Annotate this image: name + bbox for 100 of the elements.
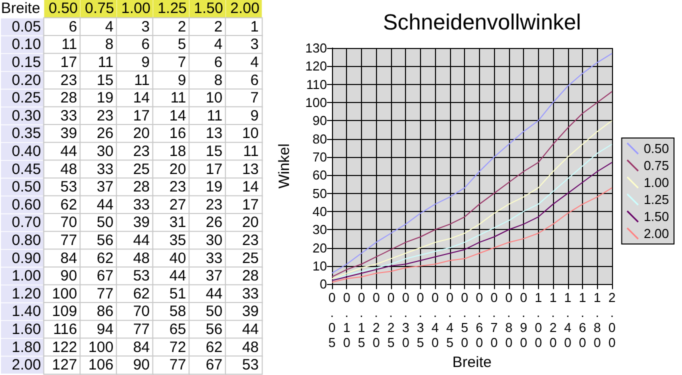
x-tick-label: 1.50: [194, 0, 224, 17]
data-label: 11: [134, 72, 150, 89]
data-label: 109: [52, 303, 78, 320]
y-tick-label: 0.05: [12, 18, 41, 36]
data-label: 122: [52, 338, 78, 356]
data-label: 3: [141, 18, 150, 36]
legend-label: 1.00: [644, 175, 670, 190]
x-tick-label: 1.80: [594, 290, 601, 350]
data-label: 28: [60, 90, 78, 107]
data-label: 44: [133, 232, 150, 249]
legend-label: 2.00: [644, 226, 670, 241]
data-label: 14: [169, 107, 186, 124]
y-tick-label: 110: [306, 76, 327, 92]
data-label: 33: [242, 285, 259, 302]
data-label: 4: [105, 18, 114, 36]
x-tick-label: 0.50: [48, 0, 78, 17]
data-label: 23: [96, 107, 114, 124]
data-label: 62: [133, 285, 150, 302]
data-label: 5: [178, 36, 186, 54]
data-label: 15: [96, 72, 114, 89]
data-label: 90: [133, 356, 150, 374]
y-tick-label: 130: [305, 40, 327, 56]
data-label: 56: [206, 321, 222, 338]
data-label: 106: [88, 356, 114, 374]
x-tick-label: 0.35: [416, 290, 424, 350]
x-tick-label: 2.00: [230, 0, 260, 17]
y-tick-label: 0.40: [12, 143, 41, 160]
data-label: 23: [206, 196, 222, 214]
data-label: 50: [206, 303, 222, 320]
data-label: 90: [60, 268, 78, 285]
data-label: 7: [178, 54, 186, 71]
data-label: 26: [206, 214, 222, 232]
data-label: 44: [169, 268, 186, 285]
x-tick-label: 1.40: [564, 290, 572, 350]
y-axis-title: Winkel: [276, 144, 293, 189]
data-label: 17: [133, 107, 150, 124]
data-label: 35: [169, 232, 186, 249]
data-label: 8: [214, 72, 222, 89]
data-label: 30: [206, 232, 222, 249]
data-label: 17: [242, 196, 259, 214]
data-label: 14: [242, 178, 259, 196]
x-axis-title: Breite: [452, 354, 492, 371]
data-label: 2: [178, 18, 186, 36]
data-label: 14: [133, 90, 150, 107]
data-label: 23: [133, 143, 150, 160]
data-label: 94: [96, 321, 114, 338]
data-label: 44: [242, 321, 259, 338]
data-label: 13: [206, 125, 222, 142]
data-label: 23: [169, 178, 186, 196]
data-label: 40: [169, 250, 186, 267]
y-tick-label: 0.20: [12, 72, 41, 89]
data-label: 70: [60, 214, 78, 232]
data-label: 20: [242, 214, 259, 232]
data-label: 70: [133, 303, 150, 320]
data-label: 27: [169, 196, 186, 214]
y-tick-label: 0.35: [12, 125, 41, 142]
y-tick-label: 10: [312, 258, 327, 274]
data-label: 58: [169, 303, 186, 320]
data-label: 20: [133, 125, 150, 142]
x-tick-label: 0.45: [446, 290, 454, 350]
y-tick-label: 1.00: [12, 268, 41, 285]
y-tick-label: 90: [312, 113, 327, 128]
data-label: 9: [178, 72, 186, 89]
y-tick-label: 0.15: [12, 54, 41, 71]
y-tick-label: 0.25: [12, 90, 41, 107]
data-label: 7: [250, 90, 259, 107]
data-label: 51: [169, 285, 186, 302]
y-tick-label: 60: [312, 168, 327, 183]
data-label: 37: [96, 178, 114, 196]
y-tick-label: 100: [305, 94, 327, 110]
y-tick-label: 40: [312, 204, 327, 219]
data-label: 4: [250, 54, 259, 71]
data-label: 62: [206, 338, 222, 356]
data-label: 33: [60, 107, 78, 124]
data-label: 65: [169, 321, 186, 338]
data-label: 1: [250, 18, 259, 36]
data-label: 3: [250, 36, 259, 54]
data-label: 15: [206, 143, 222, 160]
y-tick-label: 0.45: [12, 160, 41, 178]
data-label: 44: [96, 196, 114, 214]
data-label: 50: [96, 214, 114, 232]
y-tick-label: 50: [312, 186, 327, 201]
x-tick-label: 0.25: [387, 290, 395, 350]
data-label: 33: [206, 250, 222, 267]
data-label: 6: [68, 18, 78, 36]
data-label: 84: [60, 250, 78, 267]
data-label: 56: [96, 232, 114, 249]
data-label: 10: [242, 125, 259, 142]
y-tick-label: 0.70: [12, 214, 41, 232]
data-label: 25: [133, 160, 150, 178]
data-label: 6: [214, 54, 222, 71]
data-label: 77: [133, 321, 150, 338]
data-label: 53: [133, 268, 150, 285]
data-label: 100: [88, 338, 114, 356]
y-tick-label: 0.80: [12, 232, 41, 249]
data-label: 33: [133, 196, 150, 214]
data-label: 17: [206, 160, 222, 178]
x-tick-label: 1.25: [158, 0, 187, 17]
y-tick-label: 120: [305, 58, 327, 74]
data-label: 20: [169, 160, 186, 178]
